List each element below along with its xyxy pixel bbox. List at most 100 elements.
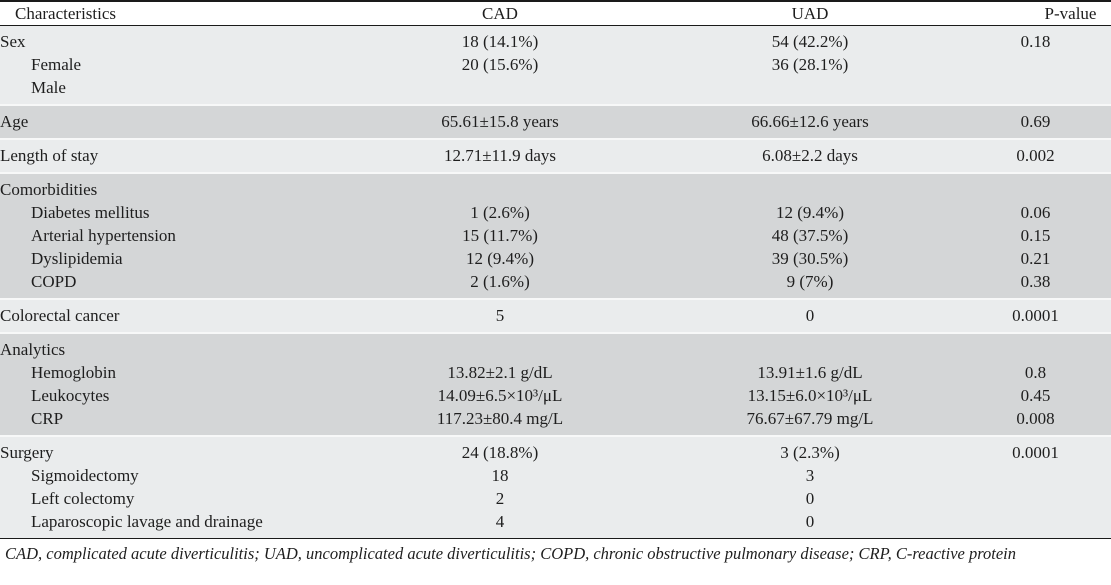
p-value: 0.45 bbox=[960, 384, 1111, 407]
p-value: 0.0001 bbox=[960, 435, 1111, 464]
cad-value: 14.09±6.5×10³/μL bbox=[340, 384, 660, 407]
row-label: Sex bbox=[0, 26, 340, 53]
col-header-pvalue: P-value bbox=[960, 2, 1111, 26]
row-label: Comorbidities bbox=[0, 172, 340, 201]
table-row: Colorectal cancer 5 0 0.0001 bbox=[0, 298, 1111, 332]
row-label: Laparoscopic lavage and drainage bbox=[0, 510, 340, 539]
header-row: Characteristics CAD UAD P-value bbox=[0, 2, 1111, 26]
cad-value: 13.82±2.1 g/dL bbox=[340, 361, 660, 384]
row-label: Analytics bbox=[0, 332, 340, 361]
row-label: Age bbox=[0, 104, 340, 138]
row-label: Left colectomy bbox=[0, 487, 340, 510]
row-label: Colorectal cancer bbox=[0, 298, 340, 332]
cad-value: 2 bbox=[340, 487, 660, 510]
row-label: Arterial hypertension bbox=[0, 224, 340, 247]
section-length-of-stay: Length of stay 12.71±11.9 days 6.08±2.2 … bbox=[0, 138, 1111, 172]
col-header-uad: UAD bbox=[660, 2, 960, 26]
uad-value bbox=[660, 332, 960, 361]
uad-value: 13.91±1.6 g/dL bbox=[660, 361, 960, 384]
uad-value: 9 (7%) bbox=[660, 270, 960, 298]
uad-value: 13.15±6.0×10³/μL bbox=[660, 384, 960, 407]
table-row: COPD 2 (1.6%) 9 (7%) 0.38 bbox=[0, 270, 1111, 298]
col-header-cad: CAD bbox=[340, 2, 660, 26]
table-row: Leukocytes 14.09±6.5×10³/μL 13.15±6.0×10… bbox=[0, 384, 1111, 407]
table-row: Sigmoidectomy 18 3 bbox=[0, 464, 1111, 487]
p-value bbox=[960, 464, 1111, 487]
col-header-characteristics: Characteristics bbox=[0, 2, 340, 26]
section-colorectal-cancer: Colorectal cancer 5 0 0.0001 bbox=[0, 298, 1111, 332]
p-value bbox=[960, 332, 1111, 361]
p-value: 0.008 bbox=[960, 407, 1111, 435]
table-row: Sex 18 (14.1%) 54 (42.2%) 0.18 bbox=[0, 26, 1111, 53]
p-value bbox=[960, 172, 1111, 201]
p-value: 0.8 bbox=[960, 361, 1111, 384]
cad-value: 12.71±11.9 days bbox=[340, 138, 660, 172]
table-header: Characteristics CAD UAD P-value bbox=[0, 2, 1111, 26]
uad-value: 48 (37.5%) bbox=[660, 224, 960, 247]
section-sex: Sex 18 (14.1%) 54 (42.2%) 0.18 Female 20… bbox=[0, 26, 1111, 104]
uad-value: 6.08±2.2 days bbox=[660, 138, 960, 172]
section-comorbidities: Comorbidities Diabetes mellitus 1 (2.6%)… bbox=[0, 172, 1111, 298]
row-label: Length of stay bbox=[0, 138, 340, 172]
table-row: Female 20 (15.6%) 36 (28.1%) bbox=[0, 53, 1111, 76]
p-value bbox=[960, 510, 1111, 539]
cad-value: 1 (2.6%) bbox=[340, 201, 660, 224]
uad-value: 54 (42.2%) bbox=[660, 26, 960, 53]
table-row: Male bbox=[0, 76, 1111, 104]
table-row: Laparoscopic lavage and drainage 4 0 bbox=[0, 510, 1111, 539]
section-age: Age 65.61±15.8 years 66.66±12.6 years 0.… bbox=[0, 104, 1111, 138]
cad-value: 24 (18.8%) bbox=[340, 435, 660, 464]
cad-value: 117.23±80.4 mg/L bbox=[340, 407, 660, 435]
uad-value: 12 (9.4%) bbox=[660, 201, 960, 224]
p-value: 0.06 bbox=[960, 201, 1111, 224]
p-value: 0.18 bbox=[960, 26, 1111, 53]
p-value: 0.0001 bbox=[960, 298, 1111, 332]
cad-value: 20 (15.6%) bbox=[340, 53, 660, 76]
cad-value: 15 (11.7%) bbox=[340, 224, 660, 247]
uad-value: 3 (2.3%) bbox=[660, 435, 960, 464]
table-row: Analytics bbox=[0, 332, 1111, 361]
row-label: Dyslipidemia bbox=[0, 247, 340, 270]
row-label: CRP bbox=[0, 407, 340, 435]
table-row: Left colectomy 2 0 bbox=[0, 487, 1111, 510]
uad-value: 36 (28.1%) bbox=[660, 53, 960, 76]
uad-value: 0 bbox=[660, 487, 960, 510]
table-row: Hemoglobin 13.82±2.1 g/dL 13.91±1.6 g/dL… bbox=[0, 361, 1111, 384]
row-label: Male bbox=[0, 76, 340, 104]
section-analytics: Analytics Hemoglobin 13.82±2.1 g/dL 13.9… bbox=[0, 332, 1111, 435]
table-footnote: CAD, complicated acute diverticulitis; U… bbox=[0, 539, 1111, 564]
table-row: Comorbidities bbox=[0, 172, 1111, 201]
row-label: Surgery bbox=[0, 435, 340, 464]
table-row: Length of stay 12.71±11.9 days 6.08±2.2 … bbox=[0, 138, 1111, 172]
cad-value: 4 bbox=[340, 510, 660, 539]
uad-value: 3 bbox=[660, 464, 960, 487]
table-row: Arterial hypertension 15 (11.7%) 48 (37.… bbox=[0, 224, 1111, 247]
uad-value: 66.66±12.6 years bbox=[660, 104, 960, 138]
p-value bbox=[960, 76, 1111, 104]
uad-value: 76.67±67.79 mg/L bbox=[660, 407, 960, 435]
cad-value: 5 bbox=[340, 298, 660, 332]
cad-value: 2 (1.6%) bbox=[340, 270, 660, 298]
uad-value bbox=[660, 76, 960, 104]
table-row: CRP 117.23±80.4 mg/L 76.67±67.79 mg/L 0.… bbox=[0, 407, 1111, 435]
row-label: Hemoglobin bbox=[0, 361, 340, 384]
table-row: Surgery 24 (18.8%) 3 (2.3%) 0.0001 bbox=[0, 435, 1111, 464]
uad-value: 0 bbox=[660, 298, 960, 332]
uad-value: 0 bbox=[660, 510, 960, 539]
p-value: 0.38 bbox=[960, 270, 1111, 298]
uad-value bbox=[660, 172, 960, 201]
p-value bbox=[960, 53, 1111, 76]
row-label: Diabetes mellitus bbox=[0, 201, 340, 224]
table-row: Diabetes mellitus 1 (2.6%) 12 (9.4%) 0.0… bbox=[0, 201, 1111, 224]
row-label: Sigmoidectomy bbox=[0, 464, 340, 487]
p-value: 0.69 bbox=[960, 104, 1111, 138]
section-surgery: Surgery 24 (18.8%) 3 (2.3%) 0.0001 Sigmo… bbox=[0, 435, 1111, 539]
cad-value: 18 (14.1%) bbox=[340, 26, 660, 53]
table-row: Dyslipidemia 12 (9.4%) 39 (30.5%) 0.21 bbox=[0, 247, 1111, 270]
cad-value: 65.61±15.8 years bbox=[340, 104, 660, 138]
characteristics-table: Characteristics CAD UAD P-value Sex 18 (… bbox=[0, 0, 1111, 539]
p-value bbox=[960, 487, 1111, 510]
p-value: 0.21 bbox=[960, 247, 1111, 270]
row-label: COPD bbox=[0, 270, 340, 298]
